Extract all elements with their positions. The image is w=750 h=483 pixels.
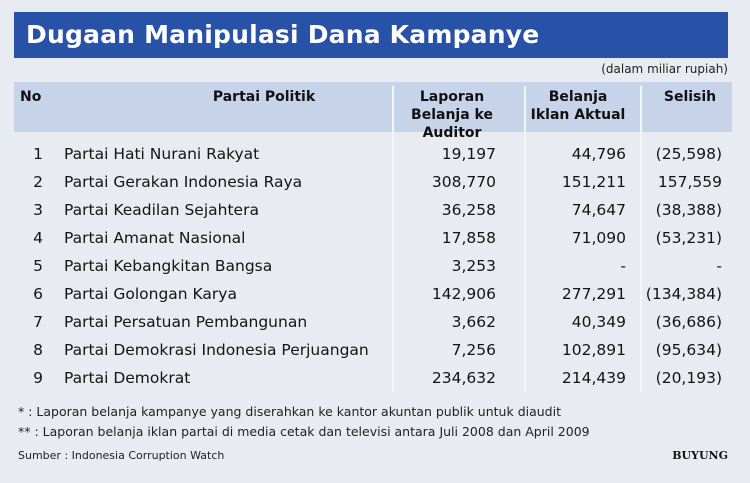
cell-diff: (95,634) <box>655 341 722 359</box>
cell-no: 3 <box>33 201 43 219</box>
cell-diff: (36,686) <box>655 313 722 331</box>
cell-auditor: 19,197 <box>441 145 496 163</box>
cell-diff: (25,598) <box>655 145 722 163</box>
cell-party: Partai Gerakan Indonesia Raya <box>64 173 303 191</box>
header-actual: Belanja Iklan Aktual <box>530 89 626 123</box>
cell-auditor: 308,770 <box>431 173 496 191</box>
cell-diff: (20,193) <box>655 369 722 387</box>
table-row: 1 Partai Hati Nurani Rakyat 19,197 44,79… <box>14 140 732 168</box>
cell-no: 8 <box>33 341 43 359</box>
cell-diff: (53,231) <box>655 229 722 247</box>
column-divider <box>524 86 526 392</box>
cell-no: 4 <box>33 229 43 247</box>
source-credit: Sumber : Indonesia Corruption Watch <box>18 449 225 462</box>
cell-actual: 102,891 <box>561 341 626 359</box>
cell-diff: 157,559 <box>657 173 722 191</box>
cell-diff: (38,388) <box>655 201 722 219</box>
cell-party: Partai Hati Nurani Rakyat <box>64 145 260 163</box>
cell-actual: 44,796 <box>571 145 626 163</box>
table-row: 4 Partai Amanat Nasional 17,858 71,090 (… <box>14 224 732 252</box>
table-row: 5 Partai Kebangkitan Bangsa 3,253 - - <box>14 252 732 280</box>
table-row: 8 Partai Demokrasi Indonesia Perjuangan … <box>14 336 732 364</box>
cell-actual: 71,090 <box>571 229 626 247</box>
artist-credit: BUYUNG <box>672 449 728 462</box>
title-bar: Dugaan Manipulasi Dana Kampanye <box>14 12 728 58</box>
table-row: 2 Partai Gerakan Indonesia Raya 308,770 … <box>14 168 732 196</box>
cell-auditor: 3,662 <box>451 313 496 331</box>
cell-party: Partai Keadilan Sejahtera <box>64 201 259 219</box>
table-row: 6 Partai Golongan Karya 142,906 277,291 … <box>14 280 732 308</box>
cell-auditor: 234,632 <box>431 369 496 387</box>
header-no: No <box>20 89 42 105</box>
cell-actual: 40,349 <box>571 313 626 331</box>
header-diff: Selisih <box>663 89 717 105</box>
cell-no: 9 <box>33 369 43 387</box>
cell-auditor: 17,858 <box>441 229 496 247</box>
cell-no: 5 <box>33 257 43 275</box>
table-row: 3 Partai Keadilan Sejahtera 36,258 74,64… <box>14 196 732 224</box>
cell-actual: 74,647 <box>571 201 626 219</box>
cell-party: Partai Amanat Nasional <box>64 229 246 247</box>
cell-actual: 214,439 <box>561 369 626 387</box>
cell-auditor: 142,906 <box>431 285 496 303</box>
cell-party: Partai Demokrasi Indonesia Perjuangan <box>64 341 369 359</box>
header-party: Partai Politik <box>212 89 316 105</box>
cell-party: Partai Golongan Karya <box>64 285 237 303</box>
cell-party: Partai Kebangkitan Bangsa <box>64 257 273 275</box>
cell-actual: - <box>620 257 626 275</box>
cell-no: 1 <box>33 145 43 163</box>
cell-party: Partai Demokrat <box>64 369 191 387</box>
page-title: Dugaan Manipulasi Dana Kampanye <box>26 20 540 49</box>
cell-actual: 277,291 <box>561 285 626 303</box>
header-auditor: Laporan Belanja ke Auditor <box>411 89 493 141</box>
column-divider <box>392 86 394 392</box>
cell-diff: (134,384) <box>645 285 722 303</box>
cell-auditor: 7,256 <box>451 341 496 359</box>
footnote-auditor: * : Laporan belanja kampanye yang disera… <box>18 404 561 419</box>
cell-party: Partai Persatuan Pembangunan <box>64 313 308 331</box>
cell-diff: - <box>716 257 722 275</box>
cell-auditor: 36,258 <box>441 201 496 219</box>
table-header: No Partai Politik Laporan Belanja ke Aud… <box>14 82 732 141</box>
cell-no: 6 <box>33 285 43 303</box>
cell-actual: 151,211 <box>561 173 626 191</box>
footnote-ads: ** : Laporan belanja iklan partai di med… <box>18 424 590 439</box>
cell-no: 7 <box>33 313 43 331</box>
column-divider <box>640 86 642 392</box>
cell-auditor: 3,253 <box>451 257 496 275</box>
cell-no: 2 <box>33 173 43 191</box>
unit-note: (dalam miliar rupiah) <box>601 62 728 76</box>
data-table: 1 Partai Hati Nurani Rakyat 19,197 44,79… <box>14 140 732 392</box>
table-row: 9 Partai Demokrat 234,632 214,439 (20,19… <box>14 364 732 392</box>
table-row: 7 Partai Persatuan Pembangunan 3,662 40,… <box>14 308 732 336</box>
